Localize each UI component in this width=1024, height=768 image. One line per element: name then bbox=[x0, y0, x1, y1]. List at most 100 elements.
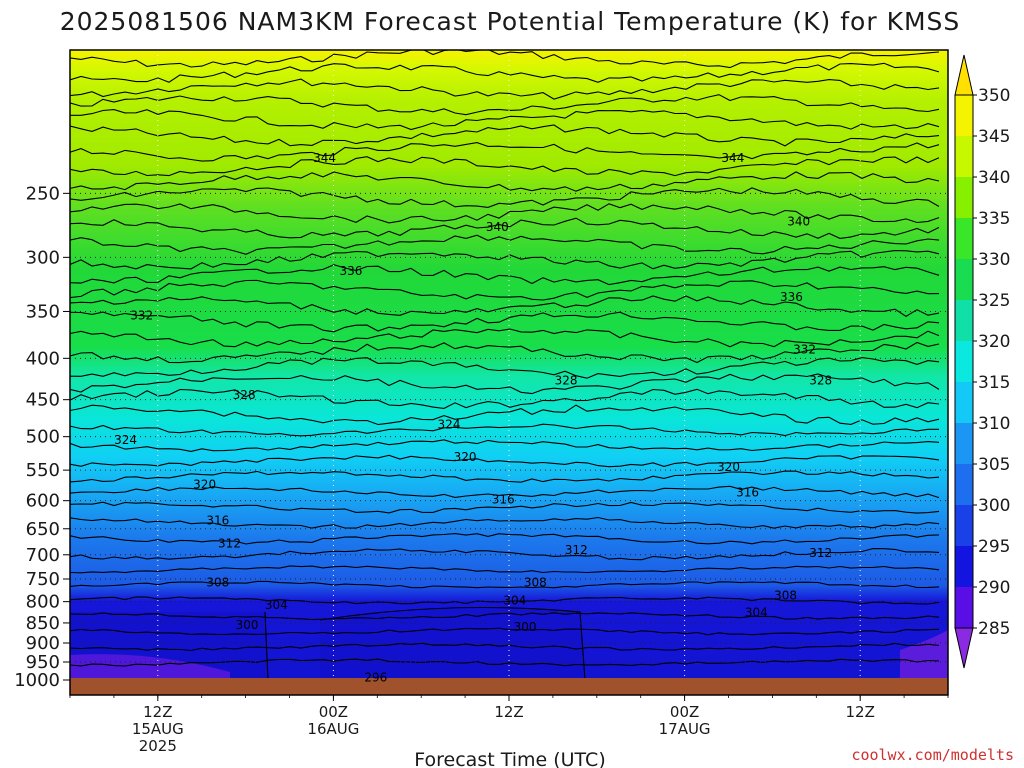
contour-line bbox=[70, 501, 940, 514]
colorbar-label: 335 bbox=[978, 209, 1010, 229]
contour-label: 336 bbox=[340, 264, 363, 278]
contour-line bbox=[70, 124, 940, 147]
time-tick-label: 16AUG bbox=[307, 720, 359, 738]
contour-label: 316 bbox=[736, 485, 759, 499]
pressure-tick-label: 1000 bbox=[14, 670, 60, 691]
pressure-tick-label: 800 bbox=[26, 592, 60, 613]
contour-labels: 344 344 340 340 336 336 332 332 328 328 328 324 324 3… bbox=[114, 151, 832, 685]
pressure-tick-label: 650 bbox=[26, 519, 60, 540]
contour-line bbox=[70, 78, 940, 100]
contour-label: 316 bbox=[206, 514, 229, 528]
colorbar-segment bbox=[955, 546, 973, 588]
contour-line bbox=[70, 627, 940, 636]
colorbar-label: 295 bbox=[978, 537, 1010, 557]
contour-line bbox=[70, 596, 940, 605]
pressure-tick-label: 900 bbox=[26, 633, 60, 654]
contour-label: 312 bbox=[565, 543, 588, 557]
contour-line bbox=[70, 234, 940, 255]
pressure-tick-label: 350 bbox=[26, 301, 60, 322]
contour-label: 296 bbox=[364, 671, 387, 685]
colorbar-segment bbox=[955, 95, 973, 137]
colorbar-label: 315 bbox=[978, 373, 1010, 393]
contour-line bbox=[70, 264, 940, 286]
colorbar: 350 345 340 335 330 325 320 315 310 305 300 295 290 2… bbox=[954, 54, 1010, 669]
contour-line bbox=[70, 642, 940, 652]
colorbar-segment bbox=[955, 300, 973, 342]
cold-pool-region-4 bbox=[900, 630, 948, 680]
contour-label: 324 bbox=[114, 433, 137, 447]
colorbar-label: 325 bbox=[978, 291, 1010, 311]
contour-label: 312 bbox=[809, 546, 832, 560]
colorbar-segment bbox=[955, 218, 973, 260]
contour-label: 332 bbox=[130, 308, 153, 322]
pressure-tick-label: 600 bbox=[26, 491, 60, 512]
time-tick-label: 12Z bbox=[143, 703, 172, 721]
contour-label: 316 bbox=[492, 493, 515, 507]
contour-label: 344 bbox=[721, 151, 744, 165]
contour-label: 308 bbox=[774, 588, 797, 602]
contour-line bbox=[70, 328, 940, 348]
time-tick-label: 2025 bbox=[139, 737, 177, 755]
colorbar-label: 310 bbox=[978, 414, 1010, 434]
contour-label: 328 bbox=[809, 373, 832, 387]
colorbar-label: 330 bbox=[978, 250, 1010, 270]
colorbar-label: 340 bbox=[978, 168, 1010, 188]
contour-line bbox=[70, 470, 940, 483]
colorbar-segment bbox=[955, 341, 973, 383]
contour-line bbox=[70, 439, 940, 452]
contour-line bbox=[70, 250, 940, 270]
pressure-tick-label: 300 bbox=[26, 247, 60, 268]
contour-line bbox=[70, 279, 940, 301]
contour-label: 300 bbox=[514, 620, 537, 634]
colorbar-label: 290 bbox=[978, 578, 1010, 598]
contour-label: 328 bbox=[555, 373, 578, 387]
contour-line bbox=[70, 109, 940, 131]
contour-line bbox=[70, 404, 940, 426]
contour-line bbox=[70, 187, 940, 208]
credit-text: coolwx.com/modelts bbox=[851, 746, 1014, 764]
contour-label: 320 bbox=[454, 450, 477, 464]
contour-label: 340 bbox=[486, 220, 509, 234]
contour-line bbox=[70, 171, 940, 192]
contour-line bbox=[70, 548, 940, 561]
colorbar-label: 320 bbox=[978, 332, 1010, 352]
contour-line bbox=[70, 142, 940, 162]
contour-line bbox=[70, 50, 940, 69]
cold-pool-region-2 bbox=[320, 607, 585, 680]
contour-label: 304 bbox=[265, 598, 288, 612]
contour-line bbox=[70, 62, 940, 83]
colorbar-segment bbox=[955, 382, 973, 424]
x-axis-label: Forecast Time (UTC) bbox=[414, 749, 605, 768]
cold-pool-region-3 bbox=[70, 654, 230, 680]
contour-line bbox=[70, 203, 940, 224]
contour-line bbox=[70, 295, 940, 317]
contour-line bbox=[70, 485, 940, 499]
colorbar-label: 305 bbox=[978, 455, 1010, 475]
contour-line bbox=[70, 94, 940, 116]
contour-line bbox=[70, 612, 940, 621]
pressure-tick-label: 400 bbox=[26, 348, 60, 369]
contour-line bbox=[70, 580, 940, 589]
time-tick-label: 12Z bbox=[846, 703, 875, 721]
pressure-tick-label: 850 bbox=[26, 613, 60, 634]
colorbar-border bbox=[954, 94, 974, 629]
contour-line bbox=[70, 565, 940, 574]
contour-line bbox=[70, 533, 940, 545]
colorbar-segment bbox=[955, 259, 973, 301]
contour-line bbox=[70, 388, 940, 409]
contour-line bbox=[70, 156, 940, 177]
contour-line bbox=[70, 311, 940, 333]
pressure-tick-label: 550 bbox=[26, 460, 60, 481]
contour-line bbox=[70, 341, 940, 364]
pressure-tick-label: 250 bbox=[26, 183, 60, 204]
contour-label: 304 bbox=[503, 593, 526, 607]
pressure-tick-label: 700 bbox=[26, 545, 60, 566]
colorbar-label: 345 bbox=[978, 127, 1010, 147]
colorbar-label: 350 bbox=[978, 86, 1010, 106]
contour-line bbox=[319, 606, 586, 681]
contour-label: 320 bbox=[717, 460, 740, 474]
plot-area bbox=[70, 50, 948, 695]
contour-line bbox=[70, 373, 940, 395]
contour-line bbox=[70, 357, 940, 379]
